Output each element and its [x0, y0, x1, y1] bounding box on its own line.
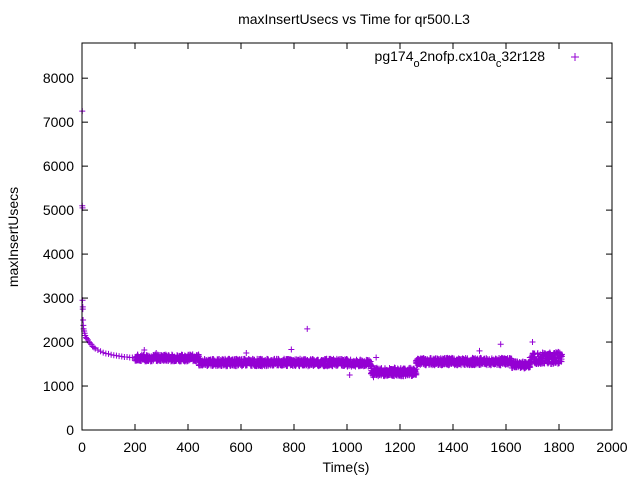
data-point [211, 358, 218, 365]
data-point [90, 344, 97, 351]
y-tick-label: 0 [66, 422, 74, 438]
data-point [139, 354, 146, 361]
y-axis-label: maxInsertUsecs [5, 187, 21, 287]
data-point [169, 352, 176, 359]
x-tick-label: 400 [176, 439, 200, 455]
y-tick-label: 1000 [43, 378, 74, 394]
y-tick-label: 7000 [43, 114, 74, 130]
data-points [79, 108, 565, 381]
data-point [198, 358, 205, 365]
y-tick-label: 3000 [43, 290, 74, 306]
data-point [195, 351, 202, 358]
y-tick-label: 5000 [43, 202, 74, 218]
y-tick-label: 8000 [43, 70, 74, 86]
data-point [558, 351, 565, 358]
data-point [304, 325, 311, 332]
x-tick-label: 600 [229, 439, 253, 455]
legend: pg174o2nofp.cx10ac32r128 [375, 48, 579, 70]
data-point [530, 351, 537, 358]
data-point [497, 341, 504, 348]
data-point [413, 371, 420, 378]
data-point [153, 350, 160, 357]
x-tick-label: 2000 [596, 439, 627, 455]
x-axis-label: Time(s) [323, 459, 370, 475]
x-tick-label: 1600 [490, 439, 521, 455]
x-tick-label: 0 [78, 439, 86, 455]
data-point [86, 339, 93, 346]
data-point [516, 361, 523, 368]
x-tick-label: 200 [123, 439, 147, 455]
data-point [100, 349, 107, 356]
data-point [423, 358, 430, 365]
data-point [80, 317, 87, 324]
x-tick-label: 1400 [437, 439, 468, 455]
data-point [415, 361, 422, 368]
data-point [367, 361, 374, 368]
data-point [97, 348, 104, 355]
data-point [105, 350, 112, 357]
data-point [264, 359, 271, 366]
data-point [92, 345, 99, 352]
data-point [529, 339, 536, 346]
data-point [397, 369, 403, 376]
x-tick-label: 1800 [543, 439, 574, 455]
data-point [370, 374, 377, 381]
data-point [79, 306, 86, 313]
chart-title: maxInsertUsecs vs Time for qr500.L3 [238, 11, 470, 27]
data-point [373, 354, 380, 361]
data-point [288, 346, 295, 353]
data-point [346, 372, 353, 379]
legend-label: pg174o2nofp.cx10ac32r128 [375, 48, 546, 70]
y-axis-ticks: 0 1000 2000 3000 4000 5000 6000 7000 8000 [43, 70, 612, 438]
data-point [94, 346, 101, 353]
data-point [357, 356, 364, 363]
y-tick-label: 6000 [43, 158, 74, 174]
data-point [317, 358, 324, 365]
data-point [556, 358, 562, 365]
x-tick-label: 800 [282, 439, 306, 455]
data-point [243, 350, 250, 357]
data-point [284, 362, 291, 369]
y-tick-label: 4000 [43, 246, 74, 262]
data-point [476, 347, 483, 354]
data-point [141, 346, 148, 353]
legend-marker [571, 53, 579, 61]
x-tick-label: 1000 [331, 439, 362, 455]
data-point [450, 360, 456, 367]
data-point [83, 335, 90, 342]
data-point [534, 350, 541, 357]
x-tick-label: 1200 [384, 439, 415, 455]
data-point [132, 354, 138, 361]
y-tick-label: 2000 [43, 334, 74, 350]
data-point [344, 360, 350, 367]
data-point [407, 368, 414, 375]
x-axis-ticks: 0 200 400 600 800 1000 1200 1400 1600 1800 2000 [78, 43, 628, 455]
data-point [525, 364, 532, 371]
legend-marker-symbol [571, 53, 579, 61]
data-point [383, 367, 390, 374]
